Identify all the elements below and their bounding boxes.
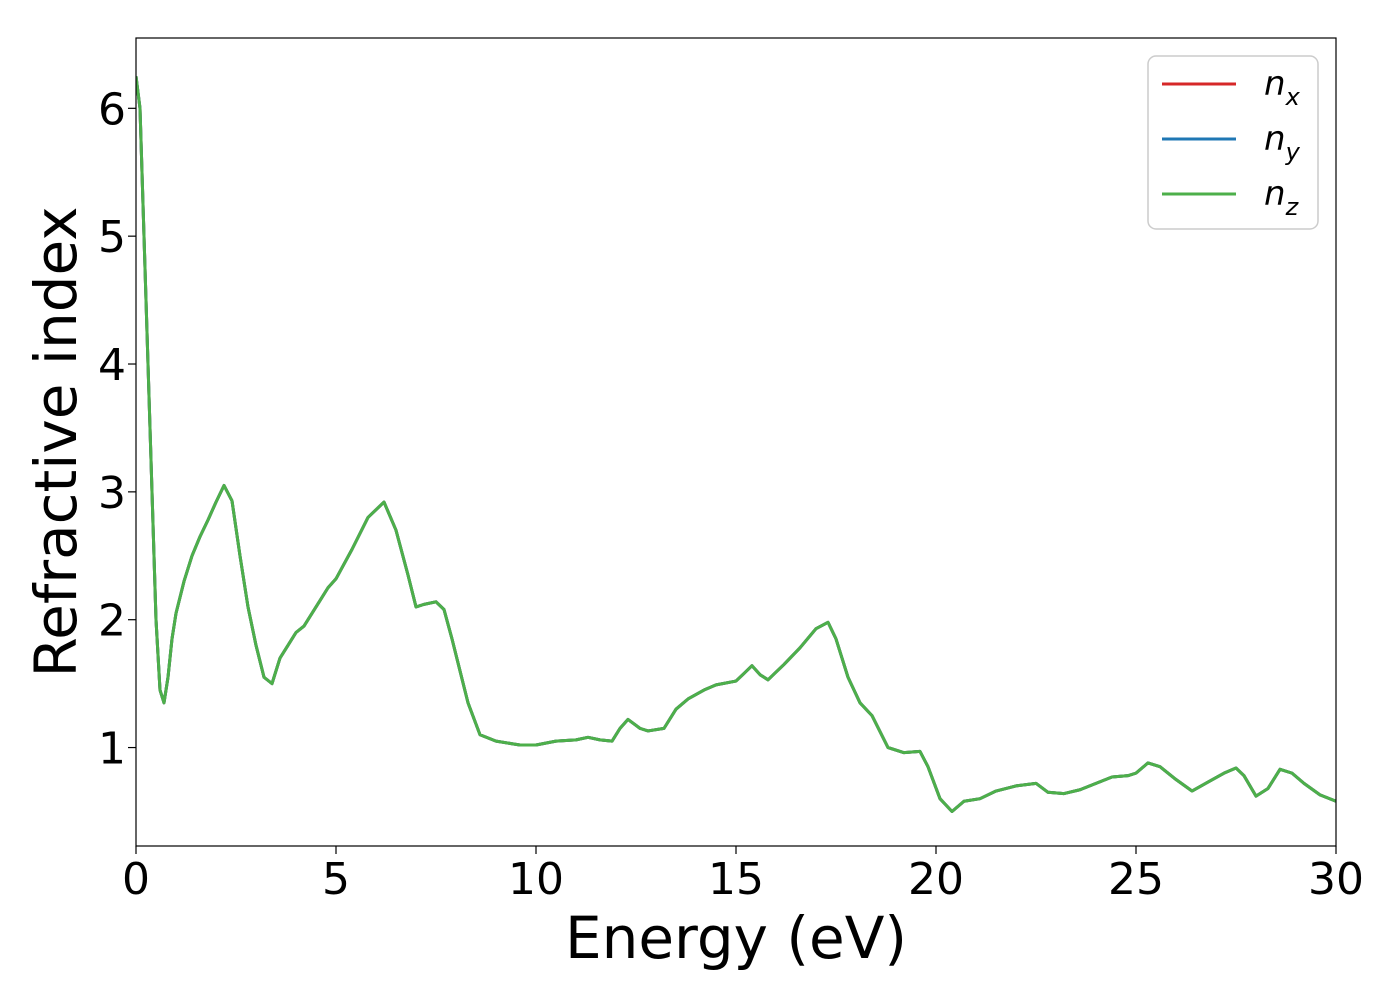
x-tick-label: 25: [1108, 854, 1164, 905]
y-axis-label: Refractive index: [22, 206, 90, 677]
y-tick-label: 5: [98, 212, 126, 263]
x-tick-label: 15: [708, 854, 764, 905]
y-tick-label: 2: [98, 596, 126, 647]
x-tick-label: 0: [122, 854, 150, 905]
x-axis: 0 5 10 15 20 25 30: [122, 846, 1364, 905]
y-tick-label: 6: [98, 84, 126, 135]
x-axis-label: Energy (eV): [565, 904, 907, 972]
y-axis: 1 2 3 4 5 6: [98, 84, 136, 775]
legend-box: [1147, 55, 1319, 230]
series-line-z: [136, 76, 1336, 813]
x-tick-label: 10: [508, 854, 564, 905]
y-tick-label: 1: [98, 724, 126, 775]
y-tick-label: 4: [98, 340, 126, 391]
x-tick-label: 20: [908, 854, 964, 905]
x-tick-label: 5: [322, 854, 350, 905]
series-layer: [136, 76, 1336, 813]
x-tick-label: 30: [1308, 854, 1364, 905]
y-tick-label: 3: [98, 468, 126, 519]
